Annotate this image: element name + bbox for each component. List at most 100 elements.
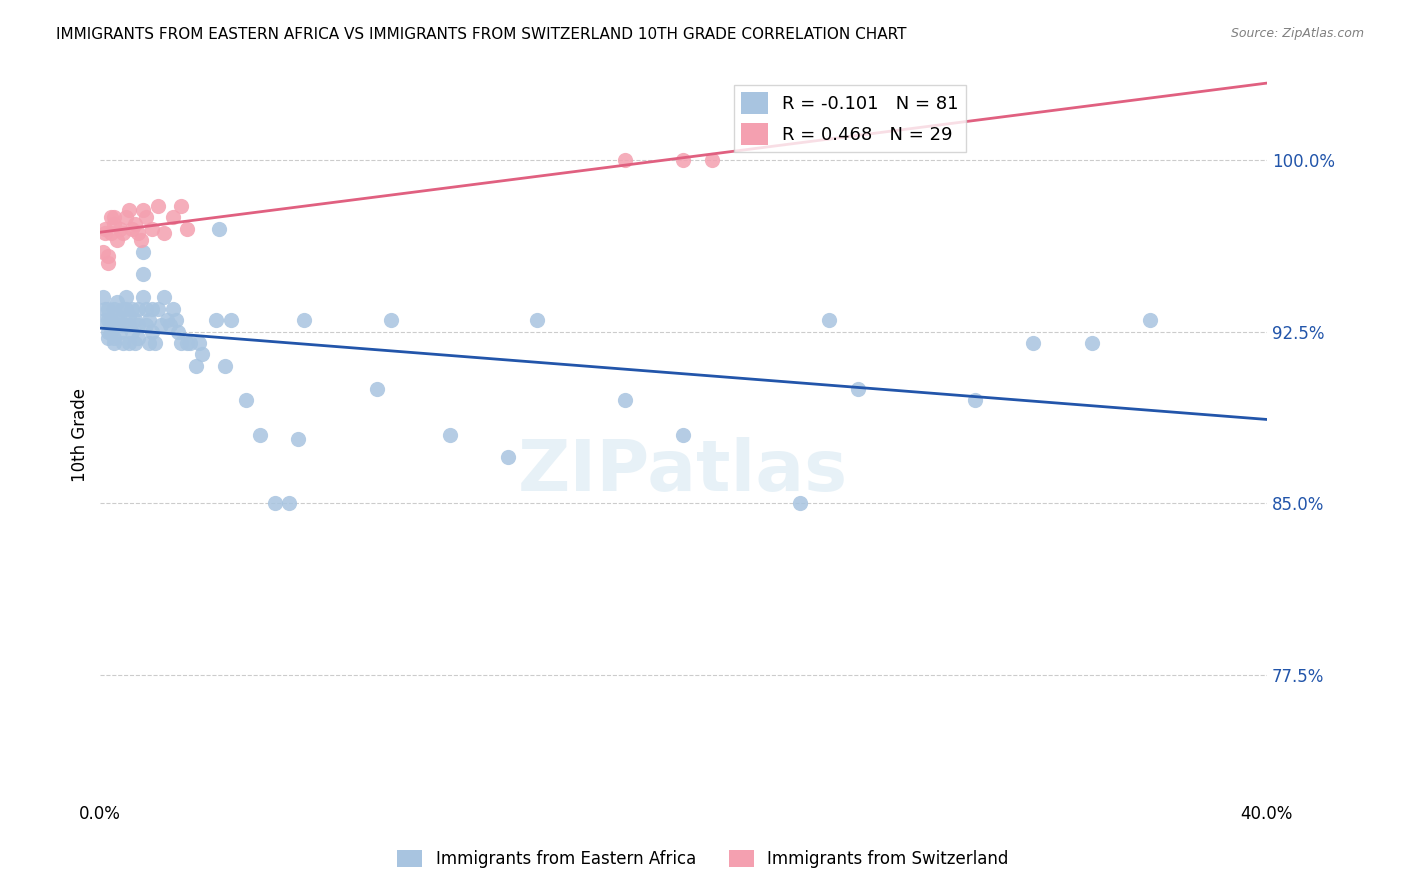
Text: ZIPatlas: ZIPatlas xyxy=(519,437,848,506)
Point xyxy=(118,318,141,332)
Point xyxy=(613,393,636,408)
Point xyxy=(141,221,163,235)
Point xyxy=(121,325,143,339)
Point xyxy=(111,226,134,240)
Point xyxy=(141,325,163,339)
Point xyxy=(153,226,176,240)
Point xyxy=(94,226,117,240)
Point xyxy=(176,221,198,235)
Point xyxy=(108,221,131,235)
Point xyxy=(818,313,841,327)
Point xyxy=(94,301,117,316)
Point xyxy=(132,290,155,304)
Legend: R = -0.101   N = 81, R = 0.468   N = 29: R = -0.101 N = 81, R = 0.468 N = 29 xyxy=(734,85,966,153)
Point xyxy=(115,301,138,316)
Point xyxy=(97,331,120,345)
Point xyxy=(111,336,134,351)
Point xyxy=(156,313,179,327)
Point xyxy=(138,313,160,327)
Point xyxy=(124,336,146,351)
Point xyxy=(613,153,636,167)
Point xyxy=(170,336,193,351)
Point xyxy=(132,203,155,218)
Point xyxy=(103,301,125,316)
Point xyxy=(496,450,519,465)
Point xyxy=(214,359,236,373)
Point xyxy=(100,313,122,327)
Point xyxy=(132,268,155,282)
Point xyxy=(146,301,169,316)
Point xyxy=(118,309,141,323)
Point xyxy=(100,318,122,332)
Point xyxy=(105,233,128,247)
Point xyxy=(124,217,146,231)
Point xyxy=(278,496,301,510)
Point xyxy=(848,382,870,396)
Point xyxy=(111,301,134,316)
Point xyxy=(115,211,138,225)
Point xyxy=(105,309,128,323)
Point xyxy=(165,313,187,327)
Point xyxy=(263,496,285,510)
Point xyxy=(103,336,125,351)
Point xyxy=(121,301,143,316)
Text: Source: ZipAtlas.com: Source: ZipAtlas.com xyxy=(1230,27,1364,40)
Point xyxy=(115,290,138,304)
Point xyxy=(191,347,214,361)
Point xyxy=(127,318,149,332)
Point xyxy=(380,313,402,327)
Point xyxy=(97,325,120,339)
Y-axis label: 10th Grade: 10th Grade xyxy=(72,387,89,482)
Point xyxy=(205,313,228,327)
Point xyxy=(91,244,114,259)
Point xyxy=(184,359,207,373)
Point xyxy=(138,336,160,351)
Point xyxy=(111,318,134,332)
Point xyxy=(100,211,122,225)
Point xyxy=(162,301,184,316)
Point xyxy=(143,336,166,351)
Point xyxy=(702,153,724,167)
Text: IMMIGRANTS FROM EASTERN AFRICA VS IMMIGRANTS FROM SWITZERLAND 10TH GRADE CORRELA: IMMIGRANTS FROM EASTERN AFRICA VS IMMIGR… xyxy=(56,27,907,42)
Point xyxy=(108,313,131,327)
Point xyxy=(97,249,120,263)
Point xyxy=(965,393,987,408)
Point xyxy=(789,496,811,510)
Point xyxy=(121,221,143,235)
Point xyxy=(439,427,461,442)
Point xyxy=(97,313,120,327)
Point xyxy=(526,313,548,327)
Point xyxy=(94,313,117,327)
Point xyxy=(100,325,122,339)
Point xyxy=(179,336,201,351)
Point xyxy=(94,221,117,235)
Point xyxy=(1081,336,1104,351)
Point xyxy=(103,211,125,225)
Point xyxy=(135,301,157,316)
Point xyxy=(159,318,181,332)
Point xyxy=(170,199,193,213)
Point xyxy=(235,393,257,408)
Point xyxy=(118,203,141,218)
Point xyxy=(129,233,152,247)
Point xyxy=(287,432,309,446)
Point xyxy=(127,331,149,345)
Point xyxy=(127,226,149,240)
Point xyxy=(103,318,125,332)
Point xyxy=(208,221,231,235)
Point xyxy=(219,313,242,327)
Point xyxy=(108,325,131,339)
Point xyxy=(100,226,122,240)
Point xyxy=(1022,336,1045,351)
Point xyxy=(135,318,157,332)
Point xyxy=(127,301,149,316)
Point xyxy=(1139,313,1161,327)
Point xyxy=(97,256,120,270)
Point xyxy=(141,301,163,316)
Point xyxy=(132,244,155,259)
Point xyxy=(249,427,271,442)
Point xyxy=(292,313,315,327)
Point xyxy=(118,336,141,351)
Point xyxy=(103,331,125,345)
Point xyxy=(187,336,209,351)
